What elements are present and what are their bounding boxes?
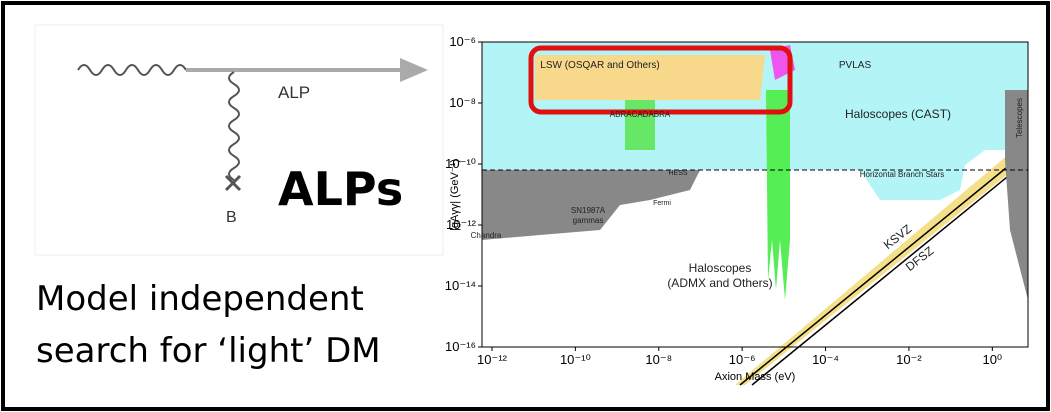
y-tick-label: 10⁻¹⁴ [445, 278, 476, 293]
x-tick-label: 10⁻⁸ [645, 352, 672, 367]
y-tick-label: 10⁻¹⁶ [445, 339, 476, 354]
annotation: SN1987A [571, 206, 606, 215]
annotation: HESS [668, 170, 687, 177]
y-tick-label: 10⁻⁶ [449, 34, 476, 49]
caption: search for ‘light’ DM [36, 331, 381, 371]
annotation: Haloscopes (CAST) [845, 107, 951, 121]
annotation: Horizontal Branch Stars [860, 170, 944, 179]
x-tick-label: 10⁰ [982, 352, 1002, 367]
x-tick-label: 10⁻¹⁰ [560, 352, 591, 367]
annotation: (ADMX and Others) [667, 276, 772, 290]
annotation: PVLAS [839, 60, 872, 71]
slide: ALP B ALPs Model independent search for … [0, 0, 1051, 412]
x-tick-label: 10⁻⁶ [729, 352, 756, 367]
x-axis-label: Axion Mass (eV) [715, 371, 796, 383]
x-tick-label: 10⁻² [896, 352, 922, 367]
annotation: Haloscopes [689, 261, 752, 275]
diagram-label: B [226, 209, 237, 226]
annotation: Chandra [471, 231, 502, 240]
annotation: gammas [573, 216, 604, 225]
y-axis-label: |gAγγ| (GeV⁻¹) [449, 159, 461, 231]
y-tick-label: 10⁻⁸ [449, 95, 476, 110]
x-tick-label: 10⁻¹² [477, 352, 508, 367]
annotation: ABRACADABRA [610, 110, 671, 119]
heading: ALPs [278, 162, 403, 216]
annotation: Telescopes [1015, 98, 1024, 138]
caption: Model independent [36, 279, 364, 319]
annotation: Fermi [653, 200, 671, 207]
annotation: LSW (OSQAR and Others) [540, 60, 659, 71]
diagram-label: ALP [278, 83, 310, 102]
x-tick-label: 10⁻⁴ [812, 352, 839, 367]
